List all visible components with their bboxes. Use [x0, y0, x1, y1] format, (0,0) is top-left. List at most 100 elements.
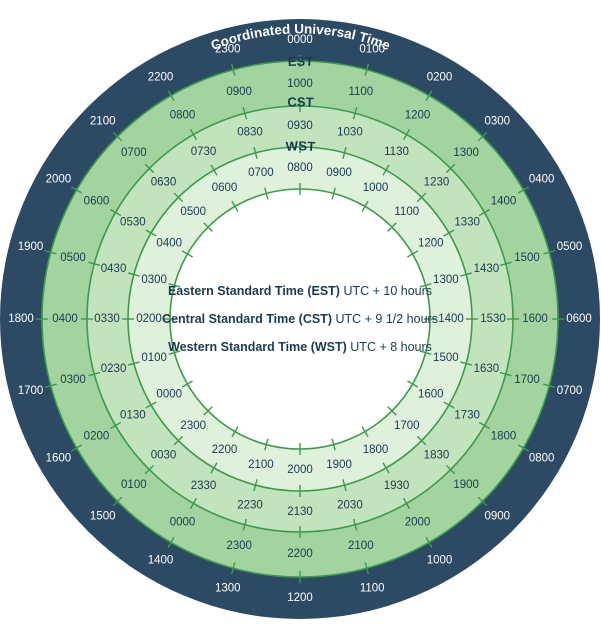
wst-tick	[407, 380, 419, 388]
wst-hour-label: 0100	[141, 352, 167, 364]
wst-tick	[181, 380, 193, 388]
wst-hour-label: 1500	[433, 352, 459, 364]
wst-hour-label: 2200	[212, 444, 238, 456]
cst-tick	[127, 272, 140, 277]
utc-hour-label: 0000	[287, 34, 313, 46]
legend-cst: Central Standard Time (CST) UTC + 9 1/2 …	[162, 312, 438, 326]
est-hour-label: 0600	[84, 196, 110, 208]
utc-hour-label: 2200	[148, 71, 174, 83]
utc-hour-label: 1900	[18, 241, 44, 253]
est-tick	[189, 128, 198, 141]
utc-tick	[230, 63, 236, 76]
est-tick	[499, 261, 512, 267]
est-hour-label: 1900	[453, 479, 479, 491]
est-hour-label: 2100	[348, 540, 374, 552]
wst-hour-label: 1400	[438, 313, 464, 325]
cst-tick	[342, 146, 347, 159]
utc-hour-label: 1100	[360, 582, 385, 594]
wst-tick	[231, 426, 239, 438]
wst-hour-label: 1000	[363, 182, 389, 194]
utc-tick	[425, 90, 433, 102]
est-tick	[144, 464, 155, 475]
utc-tick	[112, 131, 123, 142]
est-tick	[352, 518, 358, 531]
utc-hour-label: 2300	[215, 44, 241, 56]
est-tick	[109, 421, 122, 430]
wst-tick	[231, 200, 239, 212]
cst-hour-label: 1530	[480, 313, 506, 325]
utc-hour-label: 1000	[427, 555, 453, 567]
hour-labels: 0000 0100 0200 0300 0400 0500 0600 0700 0800 0900…	[8, 34, 592, 604]
cst-hour-label: 0730	[191, 146, 217, 158]
wst-tick	[264, 187, 269, 200]
est-tick	[402, 497, 411, 510]
wst-hour-label: 1900	[326, 459, 352, 471]
cst-tick	[416, 435, 427, 446]
utc-hour-label: 2000	[46, 174, 72, 186]
wst-hour-label: 0900	[326, 167, 352, 179]
est-hour-label: 0900	[226, 86, 252, 98]
cst-hour-label: 1930	[384, 480, 410, 492]
wst-tick	[361, 200, 369, 212]
utc-hour-label: 0200	[427, 71, 453, 83]
wst-tick	[419, 283, 432, 288]
wst-tick	[168, 350, 181, 355]
wst-hour-label: 0500	[180, 206, 206, 218]
utc-hour-label: 1300	[215, 582, 241, 594]
wst-tick	[264, 438, 269, 451]
wst-hour-label: 2000	[287, 464, 313, 476]
est-hour-label: 0300	[60, 374, 86, 386]
wst-tick	[387, 406, 397, 416]
utc-hour-label: 0600	[566, 313, 592, 325]
cst-tick	[145, 401, 157, 409]
est-hour-label: 1400	[491, 196, 517, 208]
cst-tick	[145, 229, 157, 237]
cst-tick	[460, 272, 473, 277]
cst-hour-label: 1630	[474, 363, 500, 375]
est-tick	[189, 497, 198, 510]
est-hour-label: 1300	[453, 147, 479, 159]
est-hour-label: 0700	[121, 147, 147, 159]
cst-tick	[342, 479, 347, 492]
est-hour-label: 1200	[405, 109, 431, 121]
cst-hour-label: 0530	[120, 217, 146, 229]
cst-tick	[173, 435, 184, 446]
wst-hour-label: 1700	[394, 420, 420, 432]
utc-tick	[44, 249, 57, 255]
utc-tick	[44, 383, 57, 389]
wst-hour-label: 1100	[394, 206, 419, 218]
est-hour-label: 0400	[52, 313, 78, 325]
wst-tick	[419, 350, 432, 355]
utc-hour-label: 1700	[18, 385, 44, 397]
est-hour-label: 0000	[170, 517, 196, 529]
est-tick	[402, 128, 411, 141]
cst-hour-label: 0130	[120, 410, 146, 422]
est-tick	[242, 518, 248, 531]
wst-tick	[203, 222, 213, 232]
cst-ring-title: CST	[287, 94, 314, 109]
wst-hour-label: 2100	[248, 459, 274, 471]
est-hour-label: 1000	[287, 78, 313, 90]
wst-hour-label: 0400	[156, 238, 182, 250]
wst-tick	[203, 406, 213, 416]
cst-hour-label: 1730	[454, 410, 480, 422]
wst-tick	[387, 222, 397, 232]
est-hour-label: 1100	[348, 86, 373, 98]
utc-hour-label: 1600	[46, 453, 72, 465]
hour-ticks	[36, 55, 564, 583]
utc-hour-label: 0400	[529, 174, 555, 186]
est-hour-label: 2300	[226, 540, 252, 552]
cst-hour-label: 2130	[287, 506, 313, 518]
cst-tick	[210, 462, 218, 474]
est-tick	[445, 163, 456, 174]
wst-tick	[181, 250, 193, 258]
legend-est: Eastern Standard Time (EST) UTC + 10 hou…	[168, 284, 432, 298]
wst-tick	[331, 187, 336, 200]
utc-tick	[167, 536, 175, 548]
est-hour-label: 0800	[170, 109, 196, 121]
cst-tick	[382, 164, 390, 176]
utc-hour-label: 1200	[287, 592, 313, 604]
utc-hour-label: 1800	[8, 313, 34, 325]
cst-tick	[253, 146, 258, 159]
